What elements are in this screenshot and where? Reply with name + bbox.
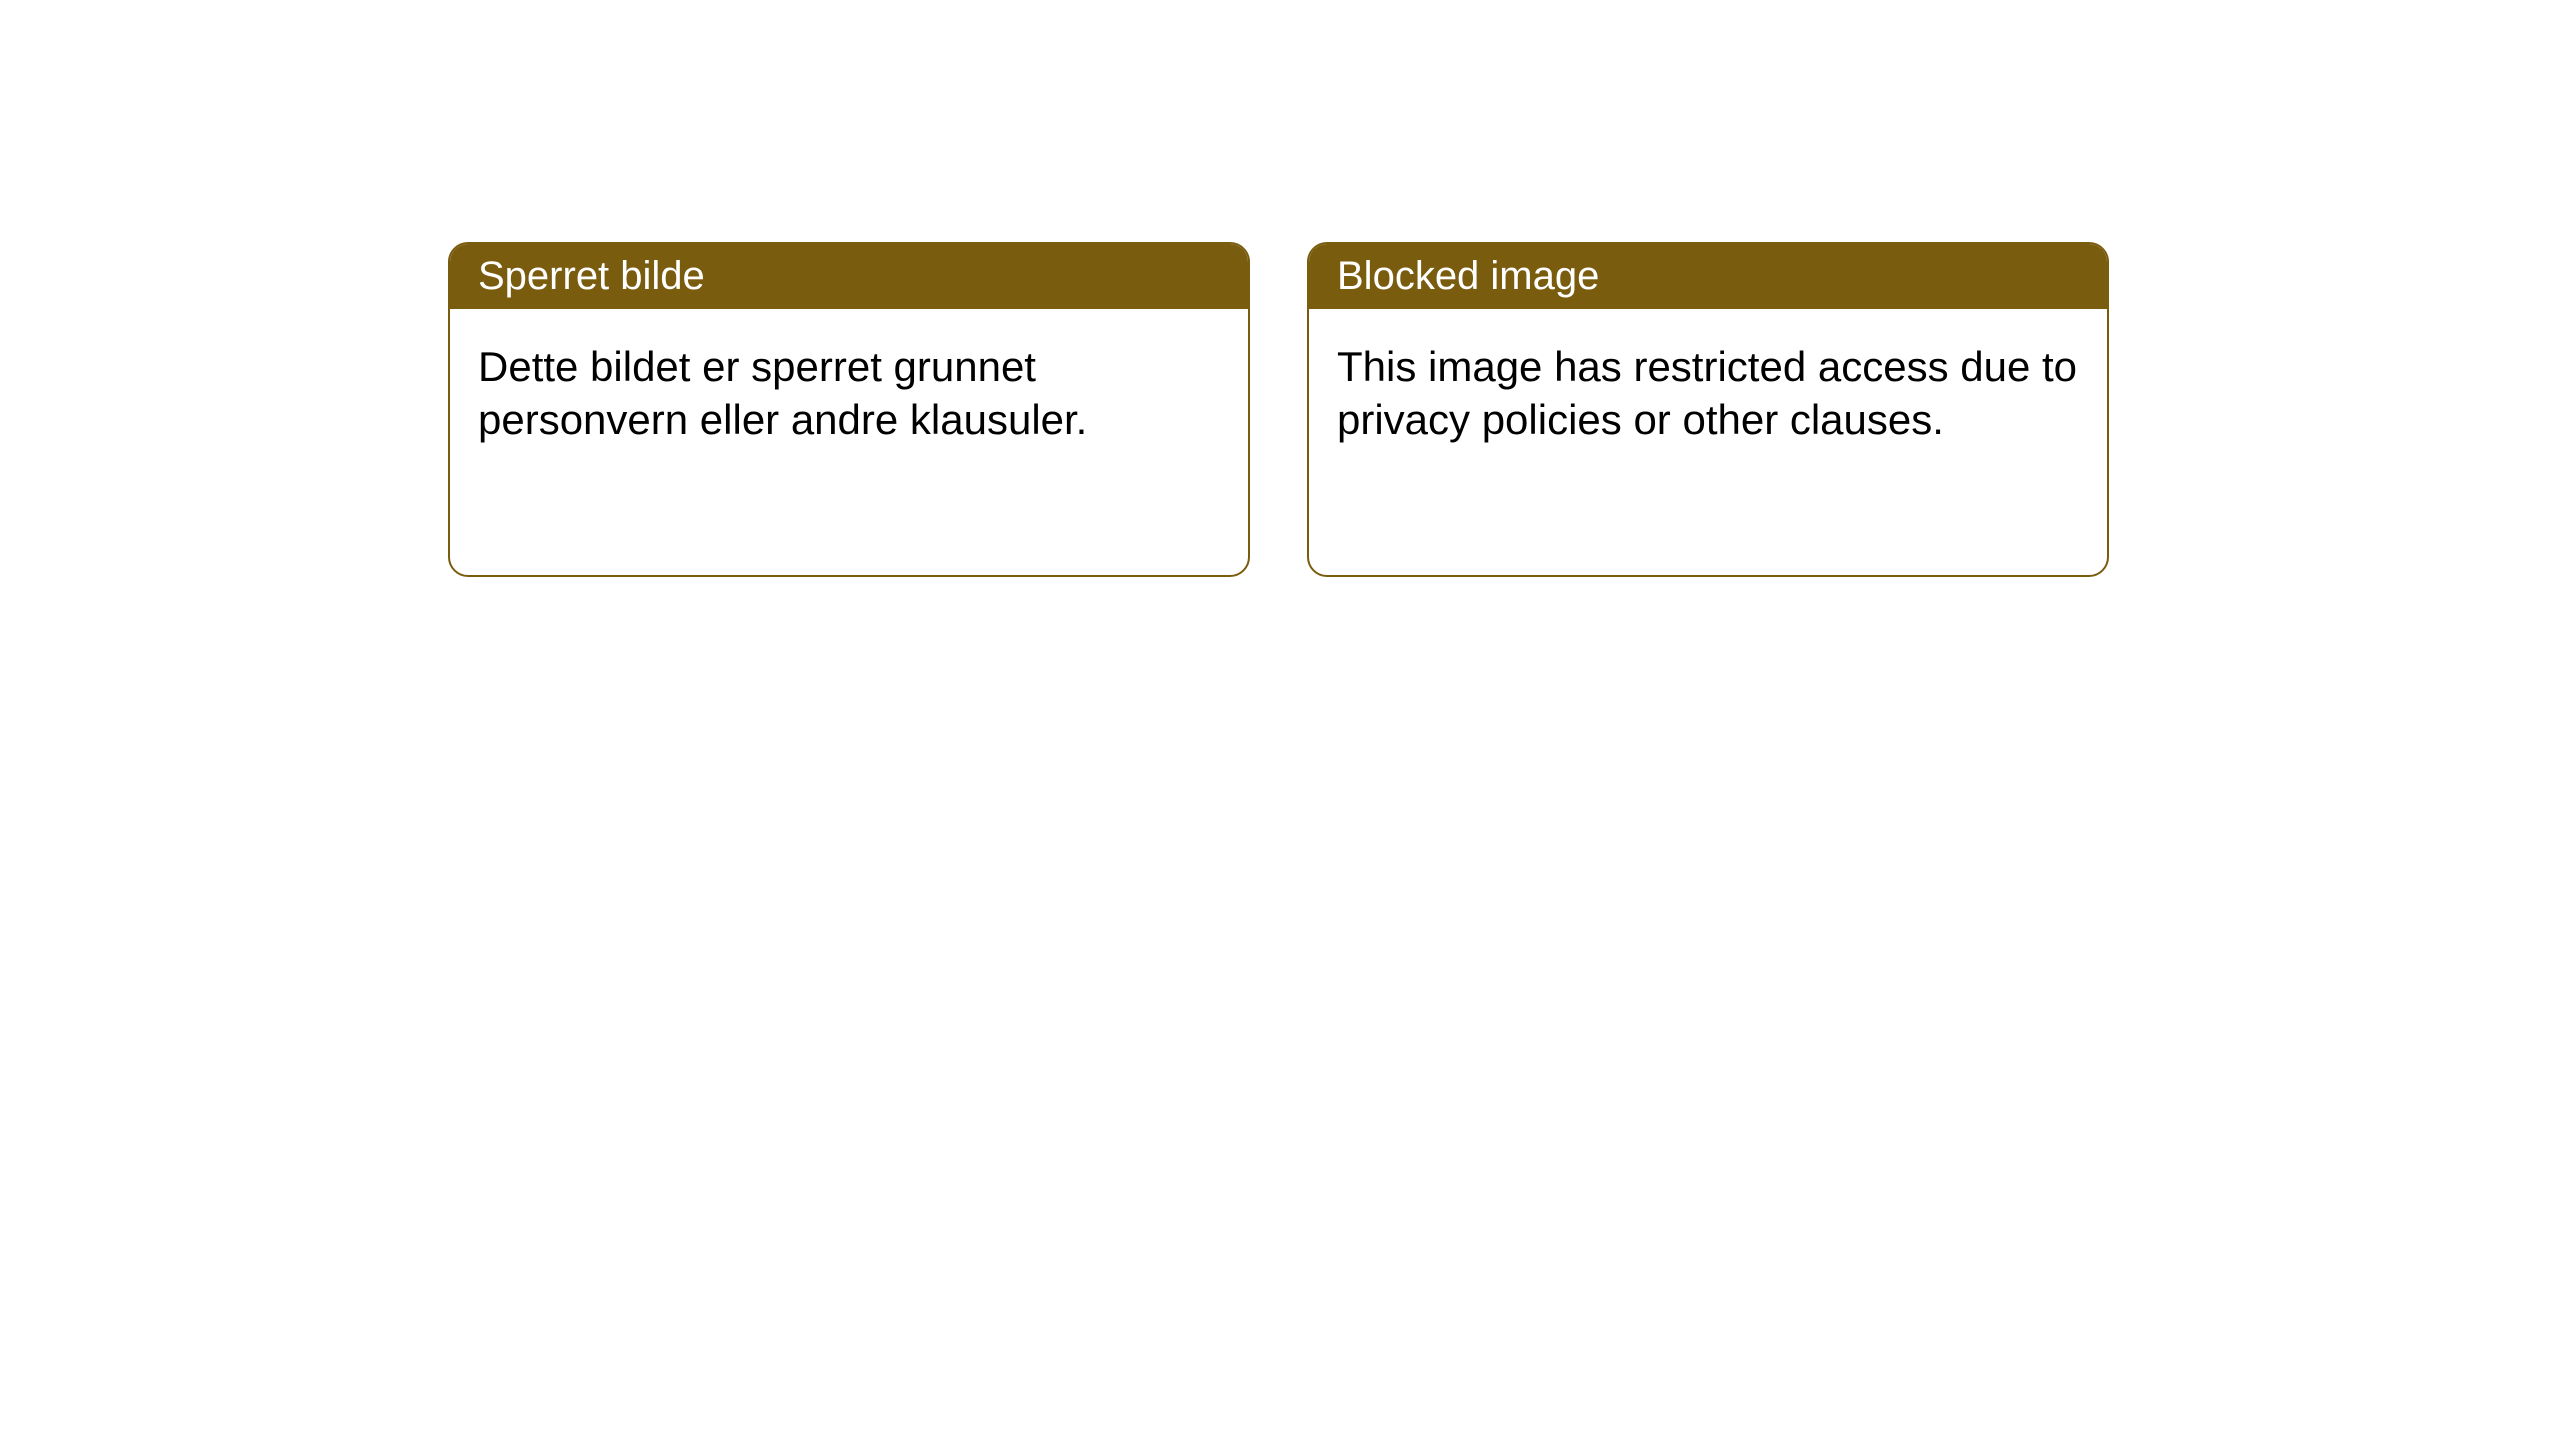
notice-text: Dette bildet er sperret grunnet personve… <box>478 343 1087 443</box>
notice-body: Dette bildet er sperret grunnet personve… <box>450 309 1248 478</box>
notice-body: This image has restricted access due to … <box>1309 309 2107 478</box>
notice-header: Blocked image <box>1309 244 2107 309</box>
notice-box-norwegian: Sperret bilde Dette bildet er sperret gr… <box>448 242 1250 577</box>
notice-container: Sperret bilde Dette bildet er sperret gr… <box>448 242 2109 577</box>
notice-header: Sperret bilde <box>450 244 1248 309</box>
notice-box-english: Blocked image This image has restricted … <box>1307 242 2109 577</box>
notice-title: Blocked image <box>1337 254 1599 298</box>
notice-title: Sperret bilde <box>478 254 705 298</box>
notice-text: This image has restricted access due to … <box>1337 343 2077 443</box>
